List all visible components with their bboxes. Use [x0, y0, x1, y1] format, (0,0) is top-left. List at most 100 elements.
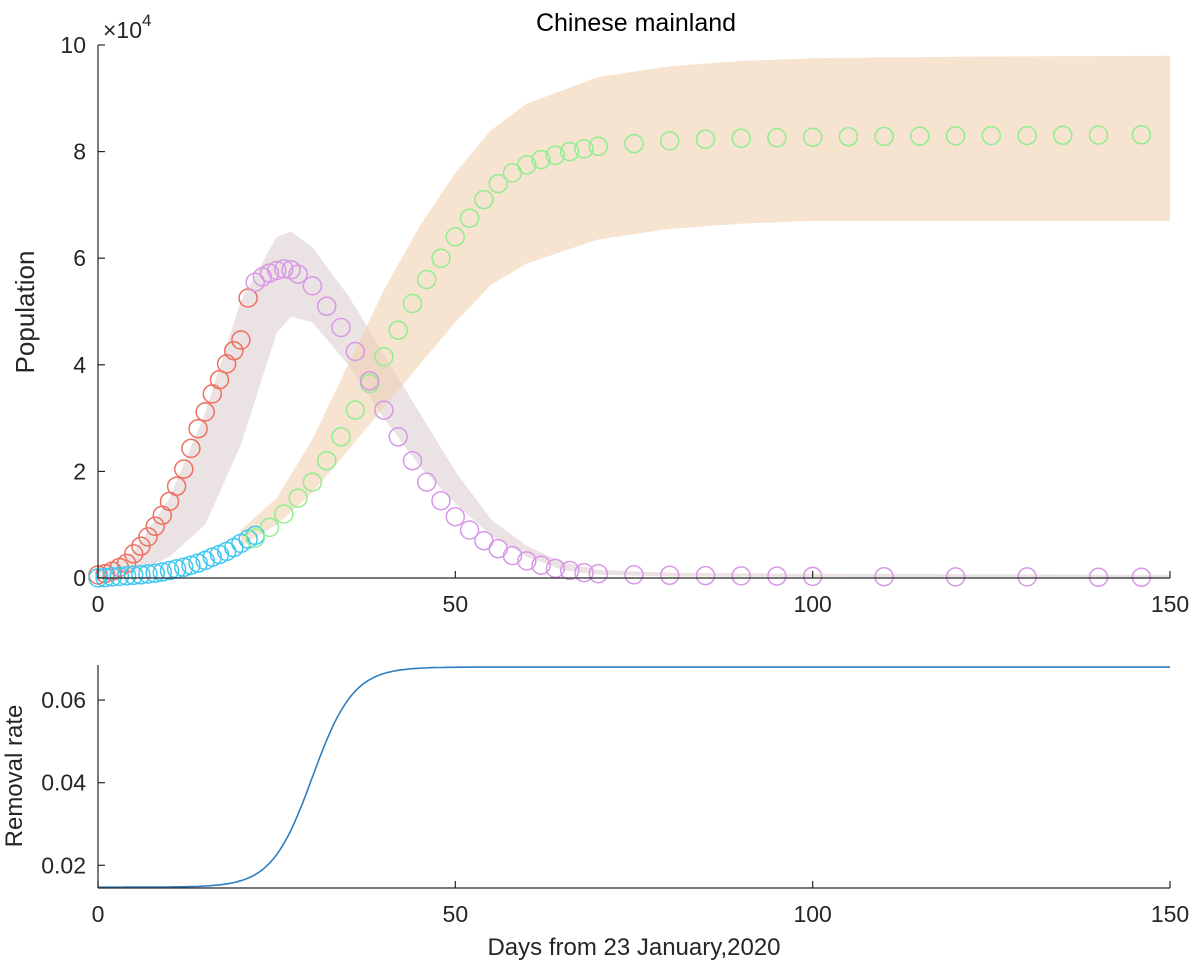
point-cyan — [116, 566, 137, 586]
population-y-label: Population — [10, 251, 40, 374]
point-red — [181, 438, 201, 459]
point-green — [245, 528, 265, 548]
point-green — [695, 129, 716, 150]
y-tick-label: 0.04 — [41, 770, 86, 796]
point-purple — [416, 472, 437, 492]
y-tick-label: 4 — [73, 352, 86, 378]
point-purple — [459, 520, 480, 540]
y-tick-label: 2 — [73, 458, 86, 484]
point-cyan — [181, 555, 201, 575]
point-green — [1131, 125, 1152, 145]
point-green — [402, 293, 423, 314]
point-green — [302, 472, 323, 492]
point-purple — [388, 427, 408, 447]
point-cyan — [102, 567, 123, 587]
point-green — [331, 427, 351, 447]
point-green — [588, 136, 609, 157]
point-green — [559, 141, 580, 162]
point-green — [1017, 125, 1037, 146]
point-purple — [266, 260, 287, 281]
y-tick-label: 0 — [73, 565, 86, 591]
point-purple — [359, 371, 380, 391]
x-tick-label: 100 — [793, 591, 831, 617]
point-cyan — [131, 565, 151, 585]
point-purple — [1131, 567, 1152, 587]
point-purple — [331, 317, 351, 338]
point-purple — [731, 566, 751, 586]
point-green — [374, 347, 394, 367]
y-tick-label: 6 — [73, 245, 86, 271]
point-purple — [624, 565, 644, 585]
point-purple — [659, 565, 680, 586]
point-red — [195, 402, 215, 422]
y-exponent-base: ×10 — [103, 17, 142, 43]
point-red — [174, 459, 194, 479]
y-exponent-label: ×104 — [103, 11, 151, 43]
point-purple — [588, 563, 609, 584]
point-green — [474, 189, 494, 210]
point-green — [545, 145, 566, 166]
point-green — [431, 248, 451, 268]
point-purple — [1017, 567, 1037, 587]
point-green — [459, 208, 480, 228]
point-red — [224, 340, 244, 361]
point-red — [231, 330, 251, 350]
point-green — [274, 504, 294, 524]
y-tick-label: 0.02 — [41, 852, 86, 878]
point-purple — [445, 506, 466, 527]
point-green — [981, 125, 1002, 146]
point-purple — [274, 259, 294, 279]
y-tick-label: 10 — [60, 32, 86, 58]
point-green — [874, 126, 894, 147]
point-purple — [474, 530, 494, 551]
point-green — [624, 133, 644, 154]
y-tick-label: 0.06 — [41, 687, 86, 713]
point-purple — [374, 400, 394, 420]
point-purple — [574, 562, 594, 583]
removal-rate-y-ticks: 0.02 0.04 0.06 — [41, 687, 105, 878]
x-tick-label: 0 — [92, 901, 105, 927]
point-green — [388, 320, 408, 340]
chart-title: Chinese mainland — [536, 9, 736, 37]
removal-rate-plot: 0 50 100 150 0.02 0.04 0.06 Days from 23 Janu… — [1, 665, 1189, 961]
point-cyan — [138, 564, 158, 584]
scatter-points — [88, 125, 1152, 588]
point-purple — [488, 538, 508, 559]
point-red — [209, 369, 230, 390]
point-green — [838, 126, 859, 147]
point-green — [659, 131, 680, 151]
point-green — [259, 517, 280, 538]
point-purple — [302, 276, 323, 296]
point-purple — [559, 560, 580, 581]
point-purple — [431, 490, 451, 511]
point-cyan — [145, 563, 165, 583]
point-purple — [945, 567, 966, 587]
point-red — [188, 418, 208, 439]
point-purple — [288, 264, 308, 284]
x-tick-label: 50 — [443, 901, 469, 927]
point-green — [910, 126, 930, 146]
removal-rate-x-label: Days from 23 January,2020 — [487, 934, 780, 961]
point-cyan — [152, 562, 173, 582]
x-tick-label: 150 — [1151, 591, 1189, 617]
removal-rate-x-ticks: 0 50 100 150 — [92, 881, 1189, 927]
point-purple — [517, 551, 537, 571]
confidence-band-band_orange — [240, 55, 1170, 546]
point-purple — [695, 565, 716, 586]
point-green — [416, 269, 437, 290]
point-purple — [502, 545, 523, 566]
point-green — [1053, 125, 1073, 146]
point-purple — [245, 272, 265, 292]
point-purple — [767, 566, 787, 586]
point-cyan — [174, 557, 194, 578]
population-axes — [97, 45, 1170, 579]
point-green — [574, 139, 594, 159]
removal-rate-axes — [97, 665, 1170, 889]
point-purple — [402, 450, 423, 471]
point-red — [138, 527, 158, 547]
point-red — [145, 516, 165, 537]
x-tick-label: 150 — [1151, 901, 1189, 927]
population-x-ticks: 0 50 100 150 — [92, 571, 1189, 617]
point-cyan — [216, 541, 237, 562]
point-green — [531, 149, 551, 170]
